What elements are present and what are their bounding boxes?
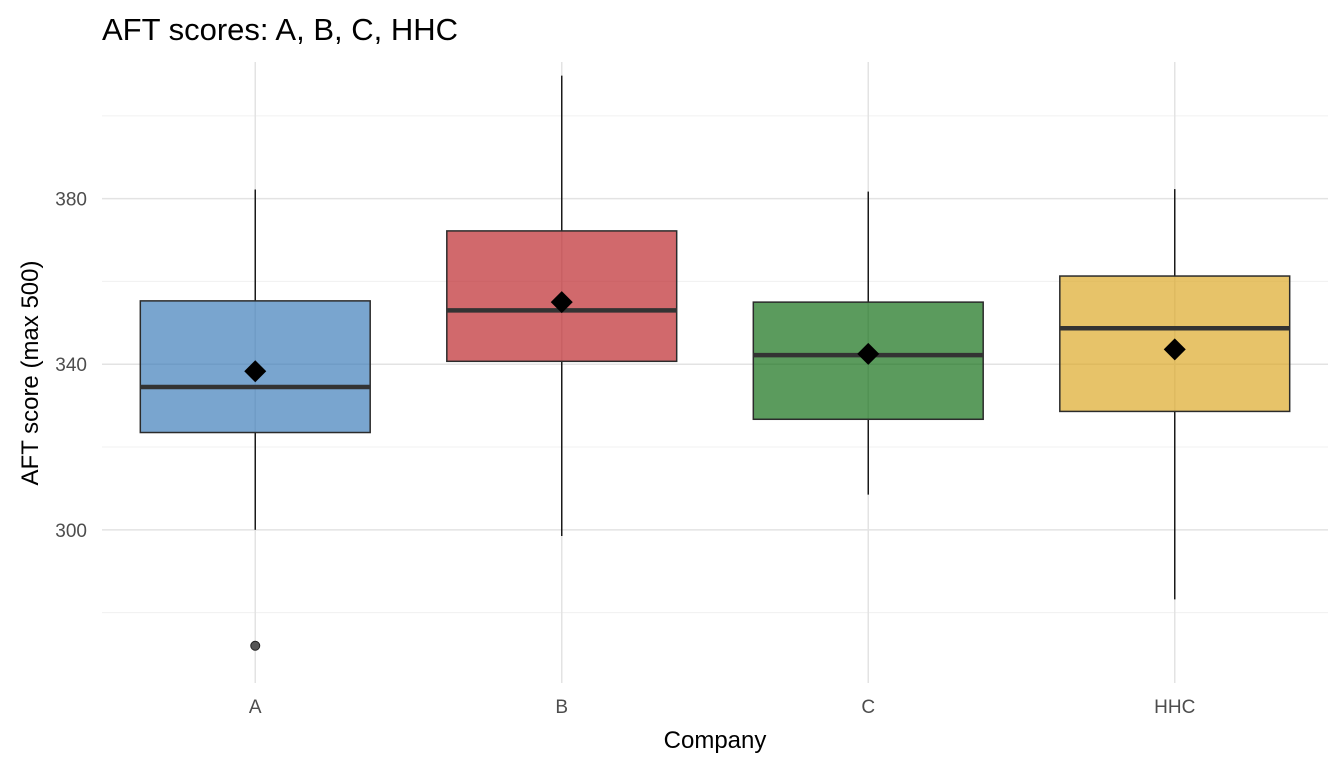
mean-marker — [857, 342, 880, 365]
y-tick-labels: 300 340 380 — [55, 190, 87, 542]
y-tick-label: 380 — [55, 190, 87, 211]
mean-marker — [1163, 338, 1186, 361]
box-group-a — [139, 189, 371, 651]
mean-marker — [550, 291, 573, 314]
x-axis-title: Company — [664, 727, 767, 754]
mean-marker — [244, 360, 267, 383]
x-tick-label: HHC — [1154, 697, 1195, 718]
box-group-hhc — [1059, 189, 1291, 600]
chart-title: AFT scores: A, B, C, HHC — [102, 12, 458, 47]
x-tick-label: C — [861, 697, 875, 718]
y-axis-title: AFT score (max 500) — [17, 261, 44, 486]
box-layer — [139, 75, 1291, 651]
x-tick-label: B — [555, 697, 568, 718]
outlier-point — [250, 640, 261, 651]
x-tick-labels: A B C HHC — [249, 697, 1195, 718]
y-tick-label: 340 — [55, 355, 87, 376]
box-group-b — [446, 75, 678, 537]
box-group-c — [752, 191, 984, 495]
y-tick-label: 300 — [55, 521, 87, 542]
x-tick-label: A — [249, 697, 262, 718]
